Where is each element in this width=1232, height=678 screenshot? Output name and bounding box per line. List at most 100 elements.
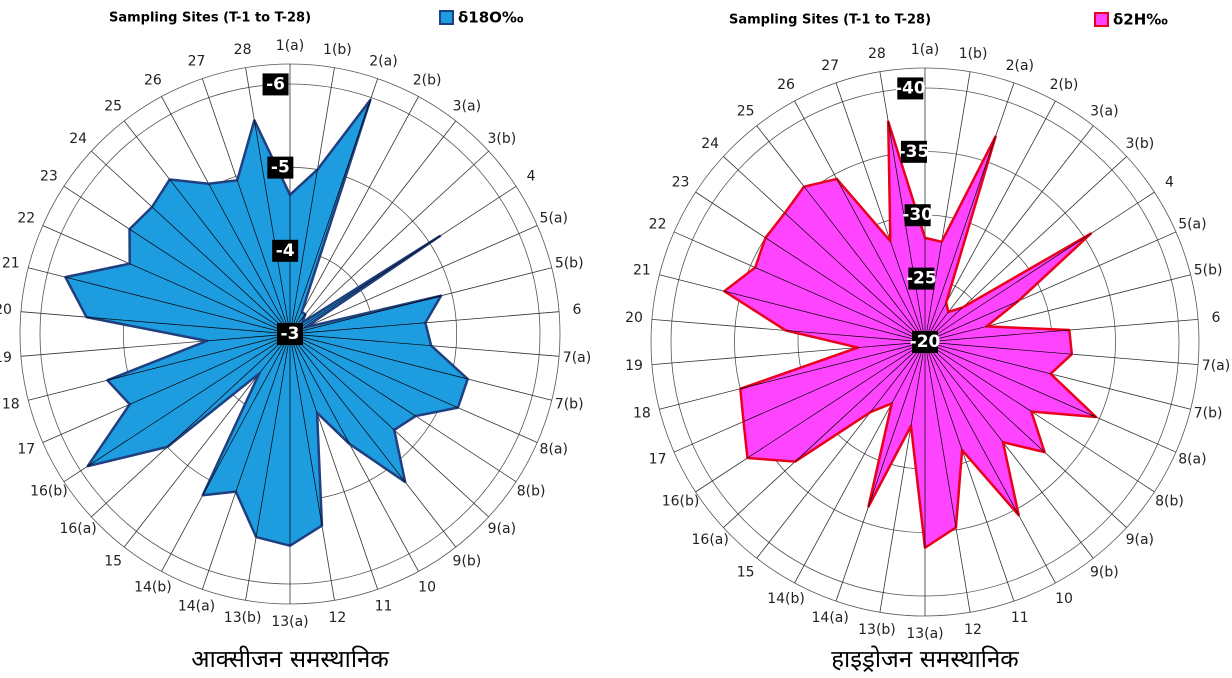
- inner-spoke: [86, 316, 291, 335]
- inner-spoke: [289, 333, 432, 347]
- spoke: [289, 150, 489, 335]
- category-label: 14(b): [767, 591, 805, 607]
- category-label: 23: [672, 174, 690, 190]
- inner-spoke: [289, 333, 459, 408]
- inner-spoke: [924, 233, 1092, 343]
- category-label: 20: [0, 302, 12, 318]
- category-label: 17: [17, 442, 35, 458]
- inner-spoke: [755, 267, 926, 343]
- inner-spoke: [910, 341, 926, 426]
- category-label: 21: [633, 262, 651, 278]
- category-label: 1(b): [323, 42, 352, 58]
- category-label: 18: [2, 397, 20, 413]
- inner-spoke: [65, 276, 291, 335]
- chart-title: Sampling Sites (T-1 to T-28): [729, 13, 931, 28]
- inner-spoke: [785, 330, 926, 343]
- category-label: 4: [1165, 174, 1174, 190]
- category-label: 11: [375, 598, 393, 614]
- tick-bg: [272, 239, 299, 262]
- category-label: 15: [104, 553, 122, 569]
- tick-label: -35: [899, 142, 930, 162]
- category-label: 10: [1055, 591, 1073, 607]
- category-label: 17: [649, 451, 667, 467]
- category-label: 10: [418, 579, 436, 595]
- spoke: [289, 120, 457, 335]
- category-label: 1(a): [911, 42, 939, 58]
- legend-swatch: [1094, 12, 1109, 27]
- inner-spoke: [151, 206, 291, 335]
- chart-title: Sampling Sites (T-1 to T-28): [109, 11, 311, 26]
- tick-bg: [908, 267, 935, 290]
- inner-spoke: [208, 183, 291, 335]
- category-label: 7(a): [563, 350, 591, 366]
- category-label: 13(b): [224, 610, 262, 626]
- category-label: 7(a): [1202, 358, 1230, 374]
- category-label: 3(b): [1125, 136, 1154, 152]
- inner-spoke: [167, 333, 291, 448]
- inner-spoke: [129, 228, 291, 335]
- inner-spoke: [887, 121, 926, 343]
- inner-spoke: [289, 333, 323, 526]
- category-label: 23: [40, 168, 58, 184]
- category-label: 1(a): [276, 38, 304, 54]
- inner-spoke: [924, 341, 1072, 355]
- inner-spoke: [890, 240, 926, 343]
- inner-spoke: [289, 333, 395, 431]
- category-label: 7(b): [555, 397, 584, 413]
- inner-spoke: [724, 290, 926, 343]
- category-label: 16(a): [59, 521, 96, 537]
- spoke: [924, 125, 1094, 343]
- category-label: 26: [144, 73, 162, 89]
- tick-bg: [904, 204, 931, 227]
- inner-spoke: [289, 295, 442, 335]
- inner-spoke: [868, 341, 926, 507]
- inner-spoke: [289, 169, 318, 335]
- category-label: 28: [234, 42, 252, 58]
- category-label: 13(b): [858, 622, 896, 638]
- inner-spoke: [206, 333, 291, 342]
- inner-spoke: [924, 329, 1070, 343]
- inner-spoke: [202, 333, 291, 496]
- inner-spoke: [803, 186, 926, 343]
- inner-spoke: [253, 120, 291, 335]
- legend-swatch: [439, 10, 454, 25]
- spoke: [289, 225, 538, 335]
- inner-spoke: [924, 341, 1045, 453]
- category-label: 16(b): [30, 484, 68, 500]
- legend-label: δ18O‰: [458, 9, 524, 27]
- inner-spoke: [129, 333, 291, 405]
- inner-spoke: [924, 341, 963, 451]
- category-label: 11: [1011, 610, 1029, 626]
- tick-label: -6: [266, 74, 285, 94]
- category-label: 3(a): [1090, 104, 1118, 120]
- inner-spoke: [289, 333, 406, 483]
- caption: आक्सीजन समस्थानिक: [191, 645, 389, 673]
- spoke: [289, 96, 419, 335]
- inner-spoke: [765, 237, 926, 343]
- category-label: 2(a): [1006, 58, 1034, 74]
- inner-spoke: [924, 136, 996, 343]
- category-label: 13(a): [271, 614, 308, 630]
- category-label: 22: [649, 217, 667, 233]
- category-label: 8(b): [517, 484, 546, 500]
- category-label: 9(b): [453, 553, 482, 569]
- category-label: 24: [701, 136, 719, 152]
- category-label: 24: [69, 131, 87, 147]
- category-label: 20: [625, 310, 643, 326]
- inner-spoke: [924, 241, 943, 343]
- caption: हाइड्रोजन समस्थानिक: [831, 645, 1019, 673]
- inner-spoke: [743, 341, 926, 422]
- radar-area: [64, 98, 469, 547]
- inner-spoke: [289, 235, 441, 335]
- inner-spoke: [924, 341, 957, 528]
- inner-spoke: [794, 341, 926, 462]
- category-label: 9(a): [488, 521, 516, 537]
- category-label: 3(a): [453, 99, 481, 115]
- category-label: 25: [737, 104, 755, 120]
- category-label: 19: [0, 350, 12, 366]
- category-label: 1(b): [959, 46, 988, 62]
- category-label: 14(a): [812, 610, 849, 626]
- tick-label: -20: [910, 332, 941, 352]
- inner-spoke: [107, 333, 291, 381]
- tick-label: -3: [281, 324, 300, 344]
